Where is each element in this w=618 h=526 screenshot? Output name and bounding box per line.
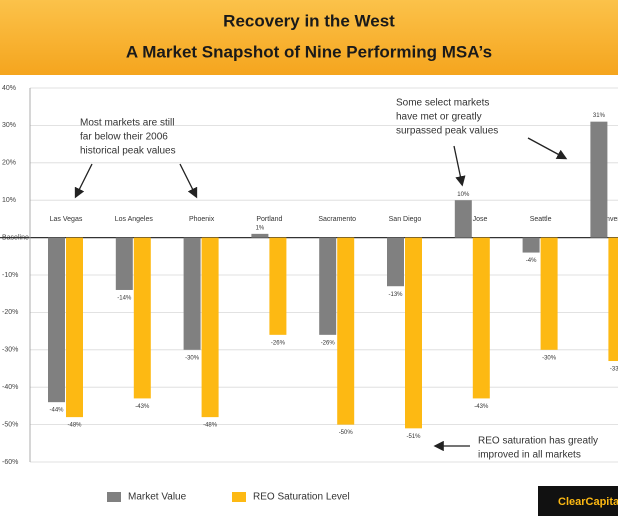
value-label: -43% bbox=[474, 404, 489, 410]
bar bbox=[522, 237, 540, 253]
value-label: 31% bbox=[593, 113, 606, 119]
annotation: REO saturation has greatly bbox=[478, 436, 598, 447]
bar bbox=[540, 237, 558, 350]
annotation: have met or greatly bbox=[396, 112, 482, 123]
value-label: -48% bbox=[67, 423, 82, 429]
value-label: -44% bbox=[49, 408, 64, 414]
value-label: -51% bbox=[406, 434, 421, 440]
annotation-arrow bbox=[527, 137, 568, 160]
title-banner bbox=[0, 0, 618, 75]
annotation: historical peak values bbox=[80, 146, 176, 157]
y-tick-label: -40% bbox=[2, 384, 18, 391]
annotation-arrow bbox=[453, 145, 466, 187]
y-tick-label: 20% bbox=[2, 160, 16, 167]
legend-swatch bbox=[232, 492, 246, 502]
x-tick-label: San Diego bbox=[389, 216, 422, 223]
annotation: improved in all markets bbox=[478, 450, 581, 461]
logo: ClearCapital bbox=[558, 496, 618, 508]
y-tick-label: -20% bbox=[2, 309, 18, 316]
y-tick-label: 30% bbox=[2, 122, 16, 129]
annotation: Some select markets bbox=[396, 98, 489, 109]
legend-label: Market Value bbox=[128, 492, 187, 503]
chart-subtitle: A Market Snapshot of Nine Performing MSA… bbox=[126, 42, 492, 61]
value-label: -26% bbox=[321, 340, 336, 346]
x-tick-label: Phoenix bbox=[189, 216, 215, 223]
legend-swatch bbox=[107, 492, 121, 502]
bar bbox=[319, 237, 337, 335]
x-tick-label: Los Angeles bbox=[115, 216, 154, 223]
bar bbox=[183, 237, 201, 350]
value-label: -26% bbox=[271, 340, 286, 346]
value-label: -4% bbox=[526, 258, 537, 264]
value-label: -30% bbox=[542, 355, 557, 361]
legend-label: REO Saturation Level bbox=[253, 492, 350, 503]
bar bbox=[115, 237, 133, 290]
bar bbox=[405, 237, 422, 429]
bar bbox=[608, 237, 618, 362]
x-tick-label: Denver bbox=[597, 216, 618, 223]
bar bbox=[337, 237, 355, 425]
annotation: far below their 2006 bbox=[80, 132, 168, 143]
bar bbox=[201, 237, 219, 418]
y-tick-label: 10% bbox=[2, 197, 16, 204]
y-tick-label: -60% bbox=[2, 459, 18, 466]
y-tick-label: -50% bbox=[2, 421, 18, 428]
bar bbox=[269, 237, 287, 335]
x-tick-label: Sacramento bbox=[318, 216, 356, 223]
bar bbox=[48, 237, 65, 403]
bar bbox=[66, 237, 83, 418]
value-label: -13% bbox=[388, 292, 403, 298]
y-tick-label: 40% bbox=[2, 85, 16, 92]
value-label: -43% bbox=[135, 404, 150, 410]
value-label: -50% bbox=[339, 430, 354, 436]
value-label: -33% bbox=[610, 367, 618, 373]
value-label: 10% bbox=[457, 192, 470, 198]
bar bbox=[387, 237, 404, 287]
bar bbox=[454, 200, 472, 238]
value-label: -30% bbox=[185, 355, 200, 361]
x-tick-label: San Jose bbox=[458, 216, 487, 223]
y-tick-label: -10% bbox=[2, 272, 18, 279]
value-label: -14% bbox=[117, 296, 132, 302]
x-tick-label: Seattle bbox=[530, 216, 552, 223]
value-label: -48% bbox=[203, 423, 218, 429]
annotation-arrow bbox=[74, 163, 93, 199]
chart-title: Recovery in the West bbox=[223, 11, 395, 30]
y-tick-label: -30% bbox=[2, 347, 18, 354]
x-tick-label: Las Vegas bbox=[50, 216, 83, 223]
value-label: 1% bbox=[256, 225, 265, 231]
annotation: surpassed peak values bbox=[396, 126, 498, 137]
x-tick-label: Portland bbox=[256, 216, 282, 223]
annotation: Most markets are still bbox=[80, 118, 174, 129]
bar bbox=[472, 237, 490, 399]
annotation-arrow bbox=[179, 163, 198, 199]
bar bbox=[251, 233, 269, 238]
bar bbox=[133, 237, 151, 399]
bar bbox=[590, 121, 608, 238]
logo-box bbox=[538, 486, 618, 516]
